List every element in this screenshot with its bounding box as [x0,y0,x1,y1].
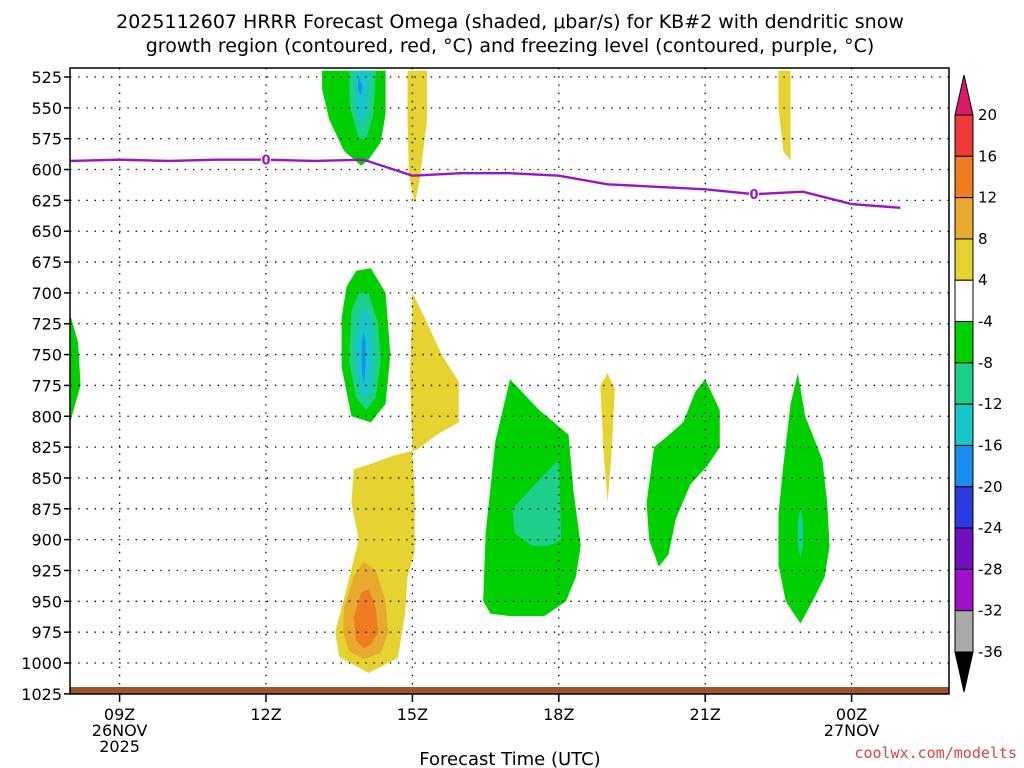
surface-ground-bar [70,687,949,694]
omega-region-17 [512,459,562,546]
x-tick-label-5-0: 00Z [836,705,867,724]
surface-bar [70,687,949,694]
colorbar-label-7: -12 [978,395,1003,413]
x-tick-label-3-0: 18Z [543,705,574,724]
colorbar-top-arrow [954,74,974,116]
y-tick-label-525: 525 [31,68,62,87]
colorbar-label-6: -8 [978,354,993,372]
colorbar-band-7 [954,362,974,405]
x-tick-label-4-0: 21Z [690,705,721,724]
colorbar-bottom-arrow [954,651,974,693]
plot-gridlines [70,68,949,694]
colorbar-label-1: 16 [978,147,997,165]
freezing-level-label-bg-0 [261,152,271,167]
y-tick-label-675: 675 [31,253,62,272]
omega-region-1 [70,314,81,423]
y-tick-label-1025: 1025 [21,685,62,704]
colorbar-band-11 [954,527,974,570]
y-tick-label-825: 825 [31,438,62,457]
y-tick-label-725: 725 [31,315,62,334]
freezing-level-label-bg-1 [749,187,759,202]
freezing-level-contour: 00 [70,152,901,209]
y-tick-label-575: 575 [31,130,62,149]
colorbar-label-12: -32 [978,602,1003,620]
colorbar-band-6 [954,321,974,364]
x-tick-label-0-0: 09Z [104,705,135,724]
x-tick-label-0-1: 26NOV [92,721,148,740]
colorbar-band-1 [954,114,974,157]
y-tick-label-800: 800 [31,407,62,426]
colorbar-label-0: 20 [978,106,997,124]
y-tick-label-650: 650 [31,222,62,241]
omega-region-14 [778,70,791,161]
x-tick-label-1-0: 12Z [250,705,281,724]
colorbar-band-8 [954,403,974,446]
y-tick-label-625: 625 [31,191,62,210]
x-axis-label: Forecast Time (UTC) [419,749,600,768]
y-tick-label-550: 550 [31,99,62,118]
colorbar-label-4: 4 [978,271,988,289]
chart-title-line-2: growth region (contoured, red, °C) and f… [146,35,875,57]
y-tick-label-850: 850 [31,469,62,488]
y-tick-label-1000: 1000 [21,654,62,673]
omega-region-10 [407,70,427,205]
y-tick-label-600: 600 [31,161,62,180]
colorbar-band-5 [954,279,974,323]
colorbar-band-9 [954,444,974,488]
colorbar-band-2 [954,155,974,199]
y-tick-label-875: 875 [31,500,62,519]
credit-link[interactable]: coolwx.com/modelts [854,744,1017,762]
x-tick-label-5-1: 27NOV [824,721,880,740]
colorbar-band-10 [954,486,974,529]
y-tick-label-925: 925 [31,561,62,580]
colorbar-band-13 [954,610,974,653]
x-tick-label-0-2: 2025 [99,737,140,756]
freezing-level-label-0: 0 [261,154,270,169]
colorbar-label-11: -28 [978,560,1003,578]
omega-region-13 [353,589,379,649]
colorbar-band-4 [954,238,974,281]
colorbar-band-12 [954,568,974,612]
colorbar-band-3 [954,197,974,240]
y-tick-label-700: 700 [31,284,62,303]
omega-shaded-regions [70,70,830,673]
y-tick-label-950: 950 [31,592,62,611]
y-tick-label-775: 775 [31,376,62,395]
pressure-axis: 525 550 575 600 625 650 675 700 725 750 775 800 825 8… [21,68,70,704]
chart-title-line-1: 2025112607 HRRR Forecast Omega (shaded, … [116,11,904,33]
omega-region-5 [357,77,363,96]
colorbar-label-5: -4 [978,313,993,331]
omega-region-19 [778,373,830,624]
colorbar-label-10: -24 [978,519,1003,537]
colorbar-label-9: -20 [978,478,1003,496]
y-tick-label-750: 750 [31,346,62,365]
omega-region-21 [799,517,802,550]
colorbar-label-3: 8 [978,230,988,248]
colorbar-label-2: 12 [978,189,997,207]
plot-frame [69,67,950,695]
x-tick-label-2-0: 15Z [397,705,428,724]
y-tick-label-975: 975 [31,623,62,642]
omega-region-18 [646,379,720,567]
colorbar-label-13: -36 [978,643,1003,661]
freezing-level-label-1: 0 [749,188,758,203]
omega-colorbar: 20 16 12 8 4 -4 -8 -12 -16 -20 -24 -28 -32 -36 [954,74,1003,693]
y-tick-label-900: 900 [31,531,62,550]
colorbar-label-8: -16 [978,436,1003,454]
omega-region-15 [600,373,615,503]
omega-region-9 [361,332,366,386]
